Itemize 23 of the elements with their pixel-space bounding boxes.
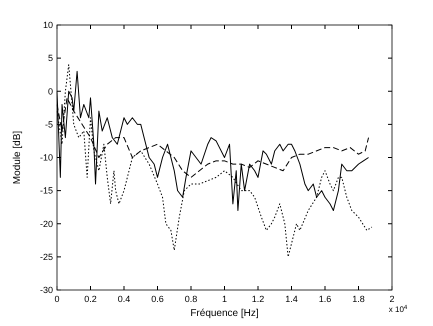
y-tick-label: -20 xyxy=(40,218,53,229)
y-tick-label: -5 xyxy=(44,119,53,130)
y-tick-label: 0 xyxy=(48,86,53,96)
y-tick-label: -25 xyxy=(40,252,53,262)
y-tick-label: -30 xyxy=(40,285,53,295)
x-tick-label: 1.4 xyxy=(285,294,298,304)
y-axis-title: Module [dB] xyxy=(12,130,23,184)
x-tick-label: 0.8 xyxy=(184,294,198,304)
x-tick-label: 1.8 xyxy=(352,294,365,304)
x-tick-label: 1.6 xyxy=(318,294,332,304)
x-tick-label: 2 xyxy=(389,294,395,304)
x-tick-label: 1.2 xyxy=(252,294,264,304)
x-tick-label: 0.4 xyxy=(118,294,130,304)
y-tick-label: -10 xyxy=(40,152,53,162)
text: x 10$^{4}$ xyxy=(388,304,408,314)
x-tick-label: 0.6 xyxy=(151,294,164,304)
y-tick-label: 10 xyxy=(42,20,53,30)
y-tick-label: -15 xyxy=(40,186,53,196)
y-tick-label: 5 xyxy=(48,53,53,64)
x-tick-label: 1 xyxy=(222,294,228,304)
x-axis-title: Fréquence [Hz] xyxy=(190,308,259,319)
x-tick-label: 0.2 xyxy=(84,294,97,304)
x-tick-label: 0 xyxy=(54,294,60,304)
